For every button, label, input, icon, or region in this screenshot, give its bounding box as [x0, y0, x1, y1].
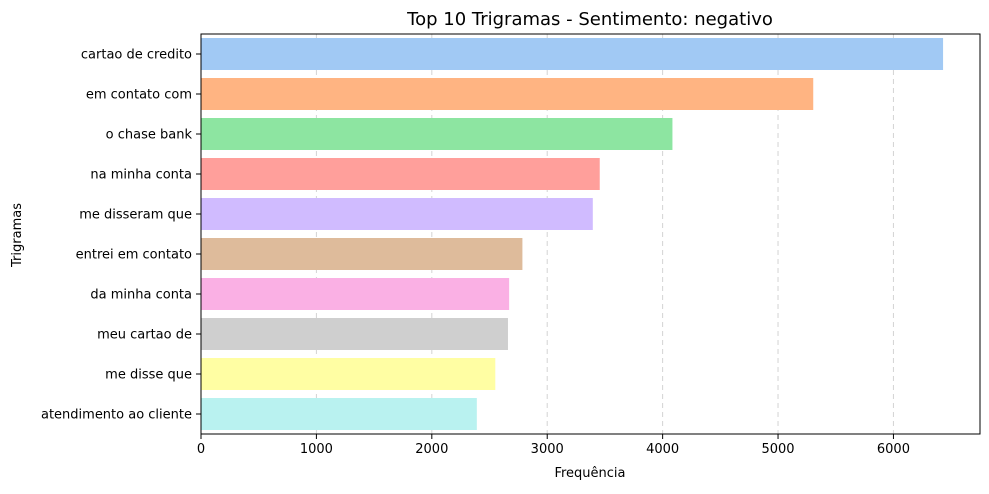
bar — [201, 238, 523, 270]
y-tick-label: meu cartao de — [97, 328, 192, 343]
x-tick-label: 0 — [197, 442, 205, 457]
bar — [201, 118, 673, 150]
bars — [201, 38, 944, 430]
y-tick-label: na minha conta — [90, 168, 192, 183]
bar — [201, 78, 814, 110]
bar — [201, 38, 944, 70]
x-axis-ticks: 0 1000 2000 3000 4000 5000 6000 — [197, 434, 910, 457]
y-tick-label: me disseram que — [79, 208, 192, 223]
y-axis-ticks: cartao de credito em contato com o chase b… — [41, 48, 201, 423]
x-tick-label: 6000 — [877, 442, 910, 457]
x-tick-label: 3000 — [531, 442, 564, 457]
bar — [201, 398, 477, 430]
bar — [201, 198, 593, 230]
y-tick-label: em contato com — [86, 88, 192, 103]
bar — [201, 358, 496, 390]
x-tick-label: 5000 — [761, 442, 794, 457]
bar — [201, 158, 600, 190]
axes-frame — [200, 33, 981, 435]
x-tick-label: 4000 — [646, 442, 679, 457]
x-tick-label: 2000 — [415, 442, 448, 457]
x-axis-label: Frequência — [554, 466, 625, 481]
y-tick-label: da minha conta — [90, 288, 192, 303]
y-tick-label: o chase bank — [106, 128, 193, 143]
y-tick-label: entrei em contato — [76, 248, 192, 263]
y-axis-label: Trigramas — [10, 203, 25, 268]
x-tick-label: 1000 — [300, 442, 333, 457]
y-tick-label: cartao de credito — [81, 48, 192, 63]
bar — [201, 318, 508, 350]
y-tick-label: atendimento ao cliente — [41, 408, 192, 423]
y-tick-label: me disse que — [105, 368, 192, 383]
chart-title: Top 10 Trigramas - Sentimento: negativo — [406, 9, 773, 30]
bar — [201, 278, 510, 310]
